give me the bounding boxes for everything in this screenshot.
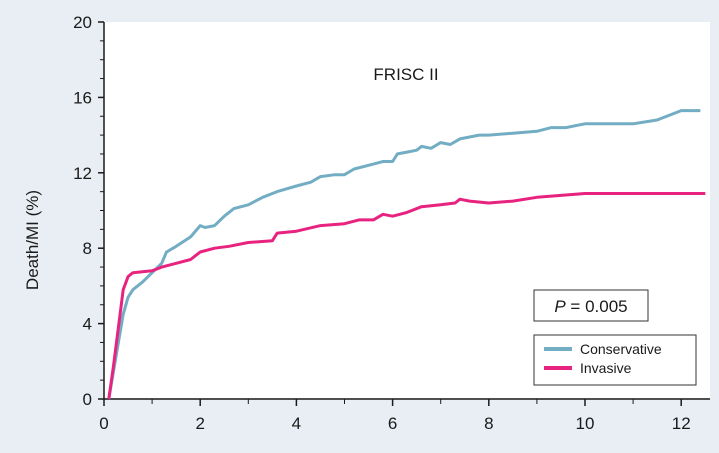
y-tick-label: 0 — [83, 390, 92, 409]
legend — [533, 334, 697, 386]
x-tick-label: 10 — [576, 414, 595, 433]
series-line-invasive — [107, 192, 706, 400]
x-tick-label: 4 — [292, 414, 301, 433]
y-tick-label: 8 — [83, 239, 92, 258]
chart-annotation: FRISC II — [373, 65, 438, 84]
p-value-box — [533, 289, 649, 322]
x-tick-label: 12 — [672, 414, 691, 433]
y-tick-label: 16 — [73, 88, 92, 107]
x-tick-label: 2 — [195, 414, 204, 433]
legend-label-invasive: Invasive — [580, 360, 632, 376]
y-tick-label: 20 — [73, 13, 92, 32]
legend-label-conservative: Conservative — [580, 341, 662, 357]
series-line-conservative — [107, 109, 701, 400]
y-axis-label: Death/MI (%) — [23, 190, 42, 290]
x-tick-label: 8 — [484, 414, 493, 433]
x-tick-label: 0 — [99, 414, 108, 433]
x-tick-label: 6 — [388, 414, 397, 433]
p-value-text: P = 0.005 — [554, 297, 627, 316]
y-tick-label: 12 — [73, 164, 92, 183]
y-tick-label: 4 — [83, 315, 92, 334]
